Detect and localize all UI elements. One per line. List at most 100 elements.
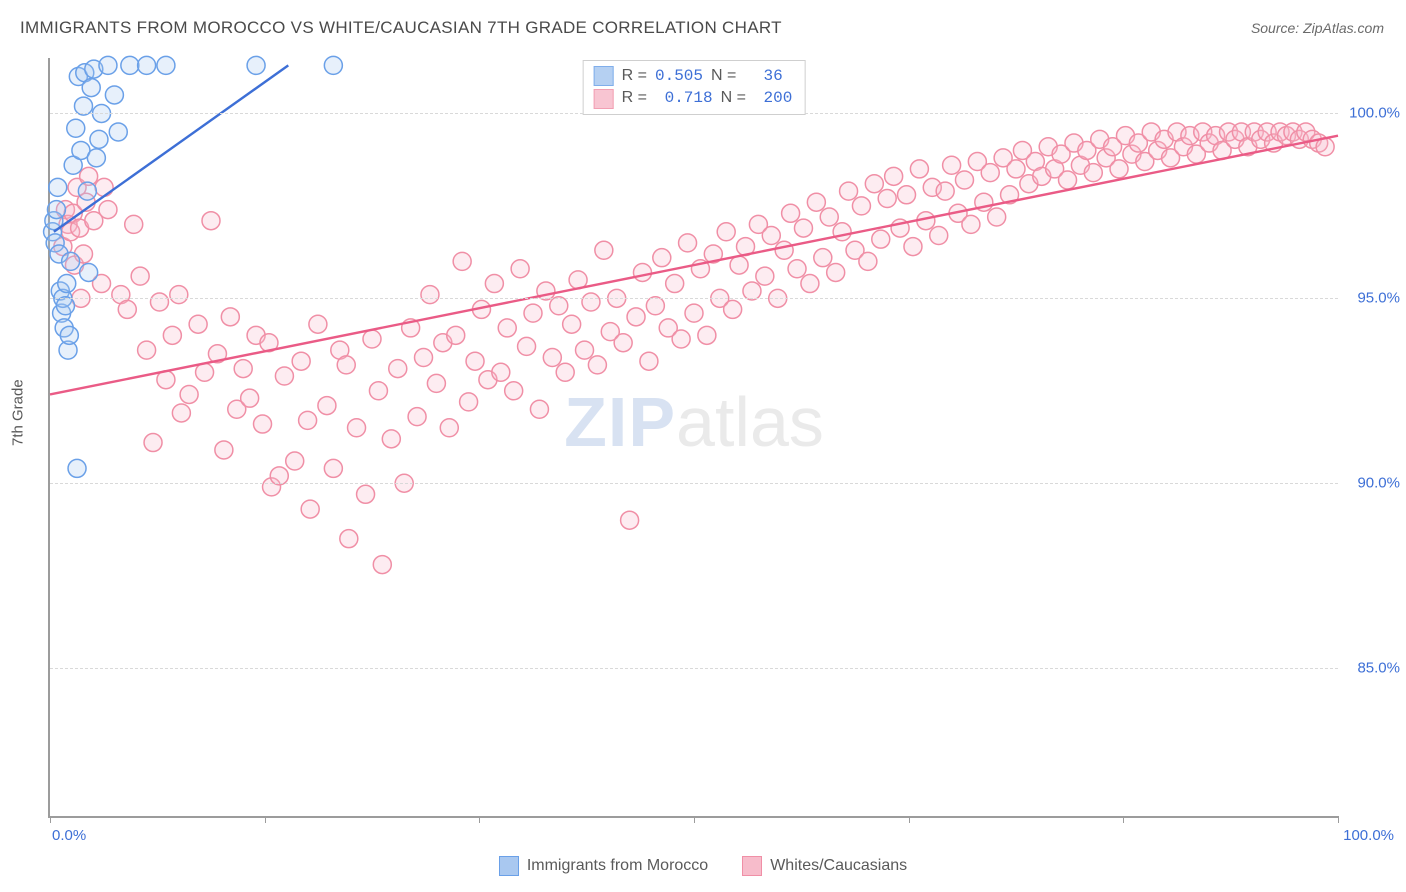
legend-r-value: 0.718 [655, 87, 713, 109]
data-point [827, 263, 845, 281]
data-point [588, 356, 606, 374]
data-point [58, 275, 76, 293]
data-point [363, 330, 381, 348]
data-point [60, 326, 78, 344]
data-point [724, 300, 742, 318]
data-point [492, 363, 510, 381]
x-tick-mark [1338, 816, 1339, 823]
legend-label-blue: Immigrants from Morocco [527, 857, 708, 875]
data-point [595, 241, 613, 259]
data-point [859, 252, 877, 270]
data-point [105, 86, 123, 104]
data-point [189, 315, 207, 333]
data-point [807, 193, 825, 211]
data-point [131, 267, 149, 285]
data-point [794, 219, 812, 237]
scatter-svg [50, 58, 1338, 816]
data-point [157, 56, 175, 74]
y-tick-label: 95.0% [1342, 290, 1400, 307]
data-point [453, 252, 471, 270]
data-point [910, 160, 928, 178]
data-point [556, 363, 574, 381]
data-point [324, 459, 342, 477]
data-point [904, 238, 922, 256]
data-point [421, 286, 439, 304]
x-tick-label: 0.0% [52, 827, 86, 844]
data-point [56, 297, 74, 315]
data-point [373, 556, 391, 574]
data-point [389, 360, 407, 378]
data-point [138, 56, 156, 74]
data-point [511, 260, 529, 278]
gridline [50, 298, 1338, 299]
data-point [447, 326, 465, 344]
data-point [357, 485, 375, 503]
data-point [90, 130, 108, 148]
legend-r-label: R = [622, 87, 647, 109]
legend-r-label: R = [622, 65, 647, 87]
x-tick-mark [479, 816, 480, 823]
x-tick-mark [50, 816, 51, 823]
data-point [1059, 171, 1077, 189]
data-point [833, 223, 851, 241]
data-point [621, 511, 639, 529]
data-point [524, 304, 542, 322]
data-point [125, 215, 143, 233]
data-point [801, 275, 819, 293]
data-point [324, 56, 342, 74]
legend-swatch-pink [742, 856, 762, 876]
data-point [369, 382, 387, 400]
x-tick-label: 100.0% [1343, 827, 1394, 844]
legend-n-label: N = [711, 65, 736, 87]
data-point [270, 467, 288, 485]
data-point [215, 441, 233, 459]
x-tick-mark [909, 816, 910, 823]
data-point [74, 97, 92, 115]
data-point [988, 208, 1006, 226]
data-point [109, 123, 127, 141]
data-point [275, 367, 293, 385]
y-tick-label: 85.0% [1342, 660, 1400, 677]
data-point [485, 275, 503, 293]
gridline [50, 668, 1338, 669]
data-point [981, 164, 999, 182]
data-point [840, 182, 858, 200]
data-point [955, 171, 973, 189]
data-point [82, 79, 100, 97]
data-point [505, 382, 523, 400]
data-point [415, 349, 433, 367]
data-point [898, 186, 916, 204]
data-point [518, 337, 536, 355]
data-point [221, 308, 239, 326]
data-point [299, 411, 317, 429]
data-point [67, 119, 85, 137]
data-point [930, 226, 948, 244]
data-point [196, 363, 214, 381]
data-point [286, 452, 304, 470]
data-point [743, 282, 761, 300]
legend-r-value: 0.505 [655, 65, 703, 87]
data-point [936, 182, 954, 200]
data-point [99, 56, 117, 74]
data-point [820, 208, 838, 226]
data-point [309, 315, 327, 333]
data-point [530, 400, 548, 418]
data-point [466, 352, 484, 370]
legend-swatch-icon [594, 89, 614, 109]
data-point [943, 156, 961, 174]
legend-item-pink: Whites/Caucasians [742, 856, 907, 876]
data-point [87, 149, 105, 167]
data-point [95, 178, 113, 196]
data-point [1007, 160, 1025, 178]
data-point [672, 330, 690, 348]
data-point [144, 434, 162, 452]
legend-item-blue: Immigrants from Morocco [499, 856, 708, 876]
data-point [138, 341, 156, 359]
legend-swatch-blue [499, 856, 519, 876]
data-point [685, 304, 703, 322]
data-point [730, 256, 748, 274]
data-point [172, 404, 190, 422]
data-point [498, 319, 516, 337]
data-point [68, 459, 86, 477]
y-axis-label: 7th Grade [10, 379, 27, 446]
